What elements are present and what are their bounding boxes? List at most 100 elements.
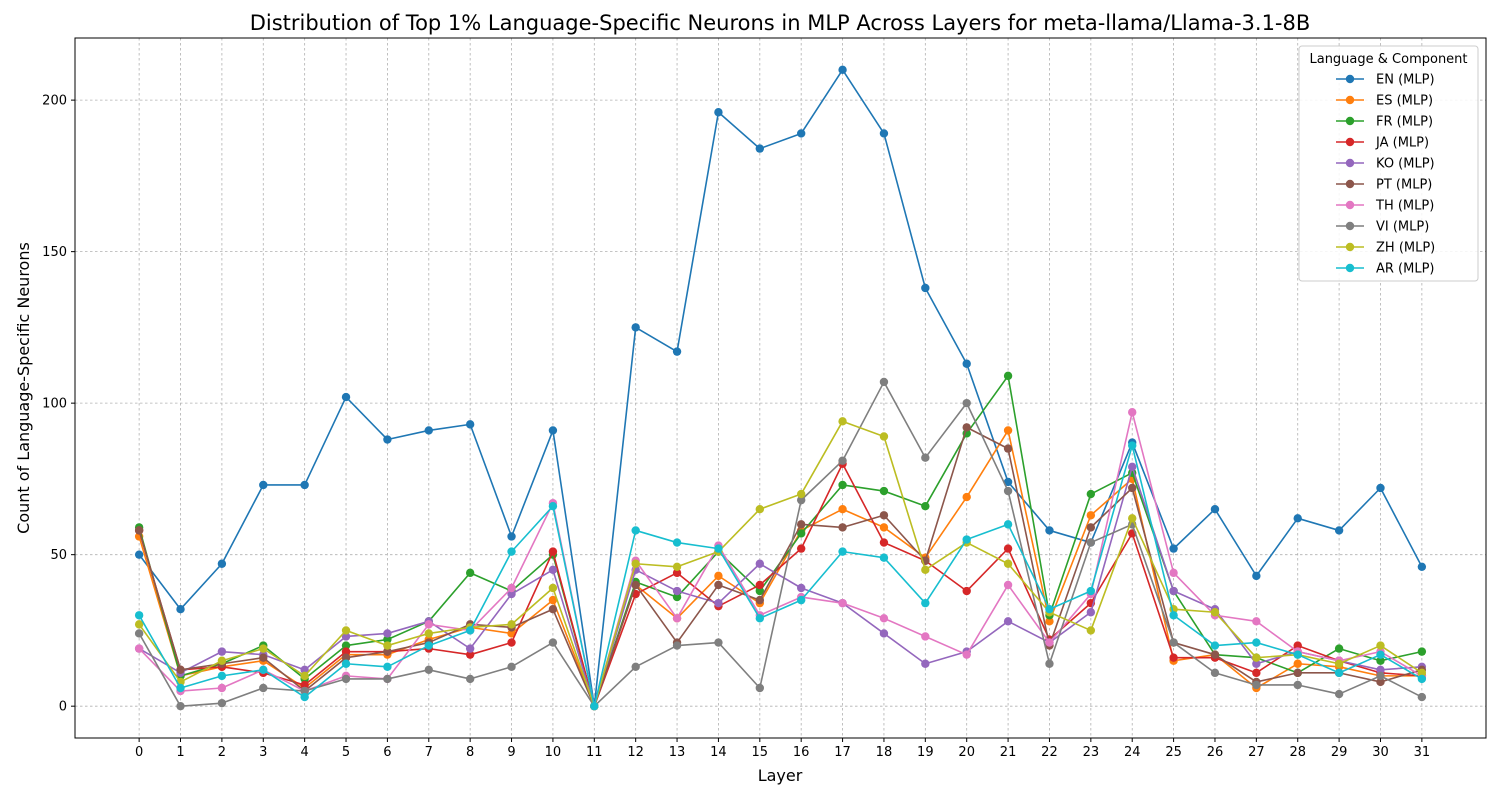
series-line <box>138 444 1423 707</box>
data-point <box>1086 608 1096 617</box>
data-point <box>1376 677 1385 687</box>
legend-marker <box>1345 158 1355 168</box>
data-point <box>1252 571 1261 581</box>
data-point <box>341 632 351 641</box>
legend-marker <box>1345 221 1355 231</box>
data-point <box>383 647 392 656</box>
legend-item: FR (MLP) <box>1336 115 1433 130</box>
data-point <box>921 283 930 293</box>
data-point <box>1086 523 1096 532</box>
data-point <box>1334 668 1344 678</box>
data-point <box>672 562 682 571</box>
data-point <box>548 583 558 593</box>
data-point <box>341 392 351 402</box>
data-point <box>921 598 930 608</box>
legend-label: AR (MLP) <box>1376 262 1435 277</box>
data-point <box>838 505 847 514</box>
data-point <box>176 701 185 711</box>
data-point <box>300 692 309 702</box>
data-point <box>838 456 847 465</box>
legend-label: JA (MLP) <box>1375 136 1429 151</box>
data-point <box>259 480 268 490</box>
data-point <box>1128 441 1137 450</box>
legend-marker <box>1345 242 1355 252</box>
data-point <box>134 526 144 535</box>
data-point <box>1252 638 1261 647</box>
data-point <box>879 129 889 138</box>
legend-item: EN (MLP) <box>1336 73 1435 88</box>
legend-item: ZH (MLP) <box>1336 241 1435 256</box>
data-point <box>921 632 930 641</box>
data-point <box>383 674 392 684</box>
data-point <box>259 653 268 662</box>
data-point <box>1252 659 1261 668</box>
data-point <box>383 641 392 650</box>
data-point <box>714 638 723 647</box>
data-point <box>548 426 558 435</box>
legend-item: PT (MLP) <box>1336 178 1432 193</box>
data-point <box>383 435 392 444</box>
data-point <box>383 629 392 638</box>
data-point <box>1045 605 1054 614</box>
x-tick-label: 20 <box>958 745 975 760</box>
data-point <box>921 565 930 575</box>
data-point <box>838 523 847 532</box>
legend-title: Language & Component <box>1309 52 1467 67</box>
data-point <box>796 595 806 605</box>
data-point <box>1169 653 1178 662</box>
data-point <box>465 568 475 578</box>
data-point <box>548 547 558 556</box>
legend-marker <box>1345 263 1355 273</box>
data-point <box>300 671 309 681</box>
data-point <box>259 644 268 653</box>
x-tick-label: 24 <box>1124 745 1141 760</box>
data-point <box>383 662 392 671</box>
data-point <box>1045 526 1054 535</box>
chart-title: Distribution of Top 1% Language-Specific… <box>250 11 1311 35</box>
data-point <box>1417 668 1427 678</box>
data-point <box>714 108 723 117</box>
data-point <box>465 626 475 635</box>
data-point <box>507 589 516 599</box>
data-point <box>424 665 433 675</box>
x-axis-label: Layer <box>758 766 803 785</box>
data-point <box>631 526 640 535</box>
data-point <box>134 550 144 559</box>
data-point <box>548 501 558 511</box>
data-point <box>1169 611 1178 620</box>
data-point <box>507 532 516 541</box>
legend-marker <box>1345 179 1355 189</box>
data-point <box>176 683 185 693</box>
data-point <box>341 641 351 650</box>
data-point <box>300 480 309 490</box>
data-point <box>217 559 227 568</box>
data-point <box>1169 544 1178 553</box>
legend-marker <box>1345 74 1355 84</box>
y-axis-ticks: 0 50 100 150 200 <box>42 94 75 715</box>
data-point <box>631 580 640 590</box>
data-point <box>1252 668 1261 678</box>
x-tick-label: 0 <box>135 745 143 760</box>
series-line <box>138 69 1423 707</box>
legend-label: ZH (MLP) <box>1376 241 1435 256</box>
axes-frame <box>74 37 1487 739</box>
x-tick-label: 2 <box>218 745 226 760</box>
data-point <box>672 586 682 596</box>
data-point <box>1003 520 1013 529</box>
data-point <box>1417 674 1427 684</box>
data-point <box>1334 689 1344 699</box>
series-line <box>138 426 1423 707</box>
series-line <box>138 381 1423 707</box>
series-line <box>138 462 1422 707</box>
data-point <box>962 398 971 408</box>
y-tick-label: 50 <box>50 548 67 563</box>
data-point <box>838 65 847 75</box>
x-tick-label: 11 <box>586 745 603 760</box>
data-point <box>217 647 227 656</box>
data-point <box>341 647 351 656</box>
series-line <box>138 411 1423 707</box>
x-tick-label: 9 <box>507 745 515 760</box>
data-point <box>465 420 475 429</box>
series <box>134 377 1427 711</box>
x-tick-label: 6 <box>383 745 391 760</box>
